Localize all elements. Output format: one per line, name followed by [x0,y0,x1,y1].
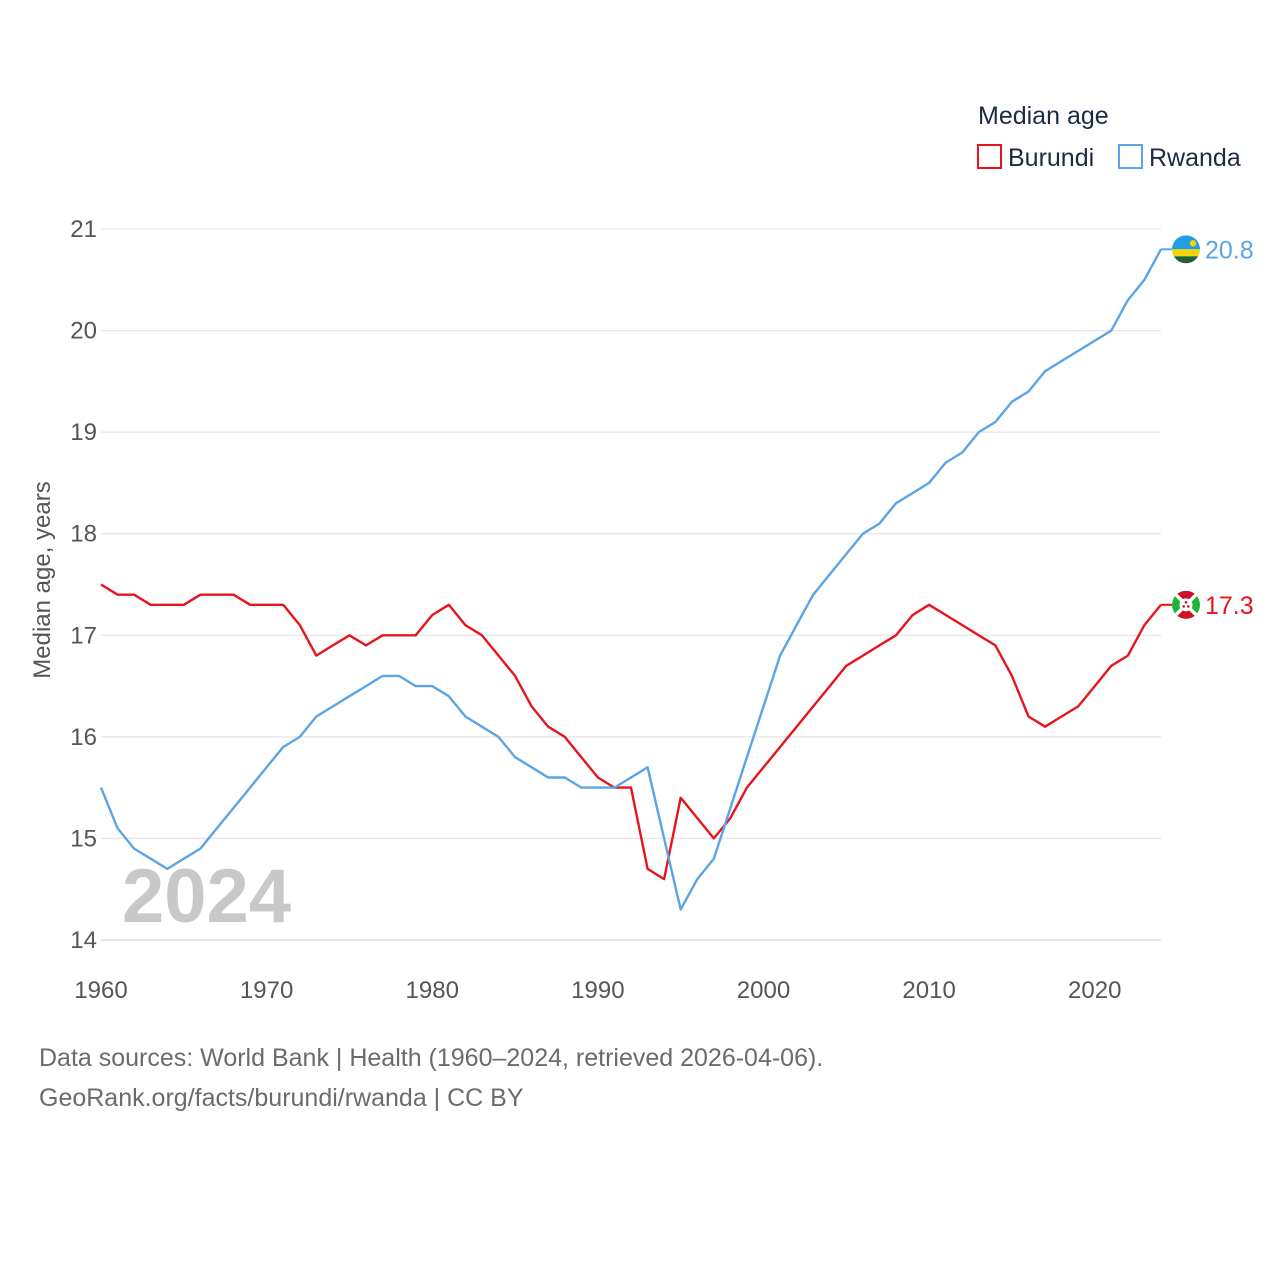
legend-swatch-rwanda [1118,144,1143,169]
y-tick-label: 14 [70,927,97,954]
series-line-rwanda [99,248,1163,911]
source-url[interactable]: GeoRank.org/facts/burundi/rwanda | CC BY [39,1084,524,1112]
legend-swatch-burundi [977,144,1002,169]
rwanda-flag-icon [1172,235,1200,264]
series-end-labels: 17.3 20.8 [1161,235,1254,620]
end-value-label-burundi: 17.3 [1205,592,1254,620]
y-tick-label: 15 [70,825,97,852]
x-tick-label: 2020 [1068,977,1121,1004]
year-watermark: 2024 [122,854,291,939]
x-tick-label: 1960 [74,977,127,1004]
y-axis-title: Median age, years [29,481,56,678]
x-tick-label: 1970 [240,977,293,1004]
legend-title: Median age [978,102,1109,130]
y-tick-label: 19 [70,419,97,446]
series-lines [99,248,1163,911]
data-sources-note: Data sources: World Bank | Health (1960–… [39,1044,824,1072]
y-tick-label: 16 [70,724,97,751]
y-tick-label: 21 [70,216,97,243]
y-tick-label: 20 [70,318,97,345]
series-line-burundi [100,583,1162,881]
legend: Median age Burundi Rwanda [977,102,1241,172]
gridlines [101,228,1161,941]
x-tick-label: 1990 [571,977,624,1004]
x-tick-label: 1980 [406,977,459,1004]
line-chart: 14 15 16 17 18 19 20 21 1960 1970 1980 1990 2000 201… [29,102,1254,1004]
x-tick-label: 2000 [737,977,790,1004]
legend-items: Burundi Rwanda [977,144,1241,172]
y-axis-ticks: 14 15 16 17 18 19 20 21 [70,216,97,954]
y-tick-label: 18 [70,521,97,548]
x-tick-label: 2010 [902,977,955,1004]
burundi-flag-icon [1172,590,1200,619]
legend-label-burundi[interactable]: Burundi [1008,144,1094,172]
legend-label-rwanda[interactable]: Rwanda [1149,144,1241,172]
end-value-label-rwanda: 20.8 [1205,236,1254,264]
x-axis-ticks: 1960 1970 1980 1990 2000 2010 2020 [74,977,1121,1004]
y-tick-label: 17 [70,622,97,649]
